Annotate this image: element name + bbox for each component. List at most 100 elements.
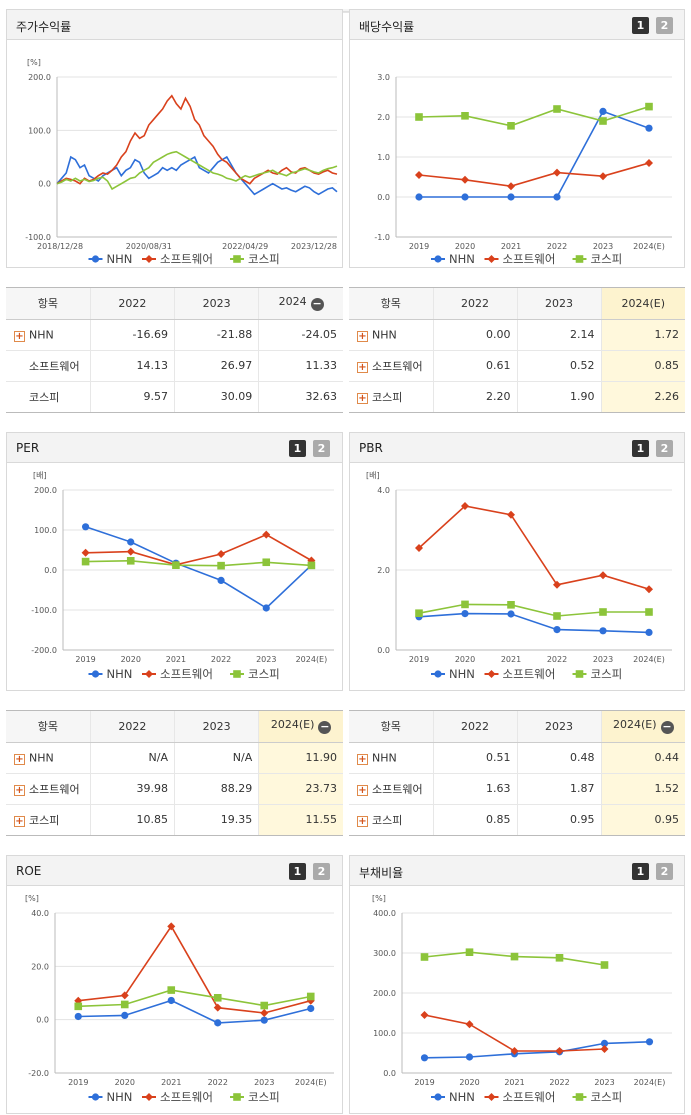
row-name-cell[interactable]: + NHN xyxy=(6,742,91,774)
point-marker xyxy=(553,193,561,201)
panel-title: 배당수익률 xyxy=(359,20,415,34)
table-cell: 1.63 xyxy=(432,773,517,805)
table-cell: -24.05 xyxy=(258,319,343,351)
legend-label: NHN xyxy=(449,1090,475,1104)
point-marker xyxy=(172,561,180,569)
expand-plus-icon[interactable]: + xyxy=(14,753,25,765)
debt-ratio-chart: [%] 400.0 300.0 200.0 100.0 0.0 2019 2020 2021 20… xyxy=(372,894,672,1104)
minus-circle-icon[interactable]: − xyxy=(310,297,324,312)
row-name-cell[interactable]: + 소프트웨어 xyxy=(349,350,433,382)
pbr-table: 항목 2022 2023 2024(E) − + NHN 0.51 0.48 0.44 + 소프트웨어… xyxy=(349,710,685,836)
row-name-cell[interactable]: + 코스피 xyxy=(6,804,90,835)
expand-plus-icon[interactable]: + xyxy=(14,784,25,796)
expand-plus-icon[interactable]: + xyxy=(357,784,368,796)
expand-plus-icon[interactable]: + xyxy=(14,815,25,827)
panel-header: PER 1 2 xyxy=(7,433,342,463)
roe-panel: ROE 1 2 [%] 40.0 20.0 0.0 -20.0 2019 2020 2021 2… xyxy=(6,855,343,1114)
page-button-1[interactable]: 1 xyxy=(632,863,649,880)
table-row: + NHN 0.00 2.14 1.72 xyxy=(349,319,685,351)
page-button-2[interactable]: 2 xyxy=(313,863,330,880)
table-cell: 10.85 xyxy=(89,804,175,835)
minus-circle-icon[interactable]: − xyxy=(660,720,674,735)
legend-label: NHN xyxy=(107,1090,133,1104)
y-tick-label: 0.0 xyxy=(44,566,57,575)
table-cell: 1.52 xyxy=(600,773,685,805)
page-button-1[interactable]: 1 xyxy=(632,17,649,34)
x-tick-label: 2022 xyxy=(547,242,567,251)
expand-plus-icon[interactable]: + xyxy=(357,330,368,342)
point-marker xyxy=(415,193,423,201)
series-line xyxy=(78,999,311,1024)
point-marker xyxy=(553,168,561,177)
x-tick-label: 2024(E) xyxy=(634,1078,666,1087)
column-header: 2022 xyxy=(89,711,175,743)
column-header: 2024− xyxy=(258,288,343,320)
row-name-cell[interactable]: + NHN xyxy=(349,319,433,351)
column-header: 2022 xyxy=(432,711,517,743)
expand-plus-icon[interactable]: + xyxy=(357,753,368,765)
y-tick-label: -200.0 xyxy=(31,646,57,655)
point-marker xyxy=(461,610,469,618)
point-marker xyxy=(487,1093,496,1101)
series-line xyxy=(56,155,338,196)
point-marker xyxy=(120,1000,129,1009)
y-tick-label: 100.0 xyxy=(34,526,57,535)
column-header: 항목 xyxy=(6,288,91,320)
row-name-label: 코스피 xyxy=(29,813,60,827)
point-marker xyxy=(217,561,225,570)
column-header-label: 2024 xyxy=(278,295,307,309)
point-marker xyxy=(510,1047,519,1055)
panel-header: 주가수익률 xyxy=(7,10,342,40)
per-chart: [배] 200.0 100.0 0.0 -100.0 -200.0 2019 2020 2021… xyxy=(31,471,334,681)
page-button-1[interactable]: 1 xyxy=(289,440,306,457)
expand-plus-icon[interactable]: + xyxy=(357,392,368,404)
legend-label: 코스피 xyxy=(591,667,623,681)
row-name-cell[interactable]: + NHN xyxy=(349,742,433,774)
row-name-cell[interactable]: + 소프트웨어 xyxy=(349,773,433,805)
series-line xyxy=(418,162,650,188)
dividend-panel: 배당수익률 1 2 3.0 2.0 1.0 0.0 -1.0 2019 2020 2021 20… xyxy=(349,9,685,268)
point-marker xyxy=(645,124,653,132)
point-marker xyxy=(420,953,429,961)
page-button-1[interactable]: 1 xyxy=(632,440,649,457)
expand-plus-icon[interactable]: + xyxy=(357,361,368,373)
table-cell: 26.97 xyxy=(173,350,259,382)
row-name-cell[interactable]: + 코스피 xyxy=(349,381,433,412)
row-name-cell[interactable]: + 소프트웨어 xyxy=(6,773,91,805)
x-tick-label: 2024(E) xyxy=(295,1078,327,1087)
x-tick-label: 2023 xyxy=(593,242,613,251)
column-header: 2023 xyxy=(516,288,601,320)
page-button-2[interactable]: 2 xyxy=(656,863,673,880)
page-button-1[interactable]: 1 xyxy=(289,863,306,880)
panel-header: 배당수익률 1 2 xyxy=(350,10,684,40)
page-button-2[interactable]: 2 xyxy=(656,17,673,34)
row-name-cell[interactable]: + NHN xyxy=(6,319,91,351)
x-tick-label: 2024(E) xyxy=(296,655,328,664)
column-header-label: 2024(E) xyxy=(270,718,315,732)
row-name-label: 코스피 xyxy=(29,390,60,404)
y-tick-label: 200.0 xyxy=(34,486,57,495)
page-button-2[interactable]: 2 xyxy=(313,440,330,457)
point-marker xyxy=(645,102,653,111)
roe-chart: [%] 40.0 20.0 0.0 -20.0 2019 2020 2021 2022 2023 2… xyxy=(25,894,334,1104)
expand-plus-icon[interactable]: + xyxy=(14,330,25,342)
x-tick-label: 2019 xyxy=(414,1078,434,1087)
y-tick-label: 100.0 xyxy=(373,1029,396,1038)
point-marker xyxy=(507,510,515,519)
y-tick-label: 0.0 xyxy=(36,1016,49,1025)
column-header-label: 항목 xyxy=(380,297,401,311)
row-name-label: NHN xyxy=(372,328,397,341)
expand-plus-icon[interactable]: + xyxy=(357,815,368,827)
point-marker xyxy=(600,1045,609,1053)
minus-circle-icon[interactable]: − xyxy=(318,720,332,735)
row-name-label: 소프트웨어 xyxy=(372,359,423,373)
point-marker xyxy=(233,670,241,678)
point-marker xyxy=(461,502,469,510)
table-cell: 30.09 xyxy=(173,381,259,412)
column-header: 2023 xyxy=(173,288,259,320)
row-name-cell[interactable]: + 코스피 xyxy=(349,804,433,835)
table-cell: 0.95 xyxy=(516,804,601,835)
table-cell: -16.69 xyxy=(89,319,175,351)
page-button-2[interactable]: 2 xyxy=(656,440,673,457)
column-header-label: 2023 xyxy=(202,296,231,310)
